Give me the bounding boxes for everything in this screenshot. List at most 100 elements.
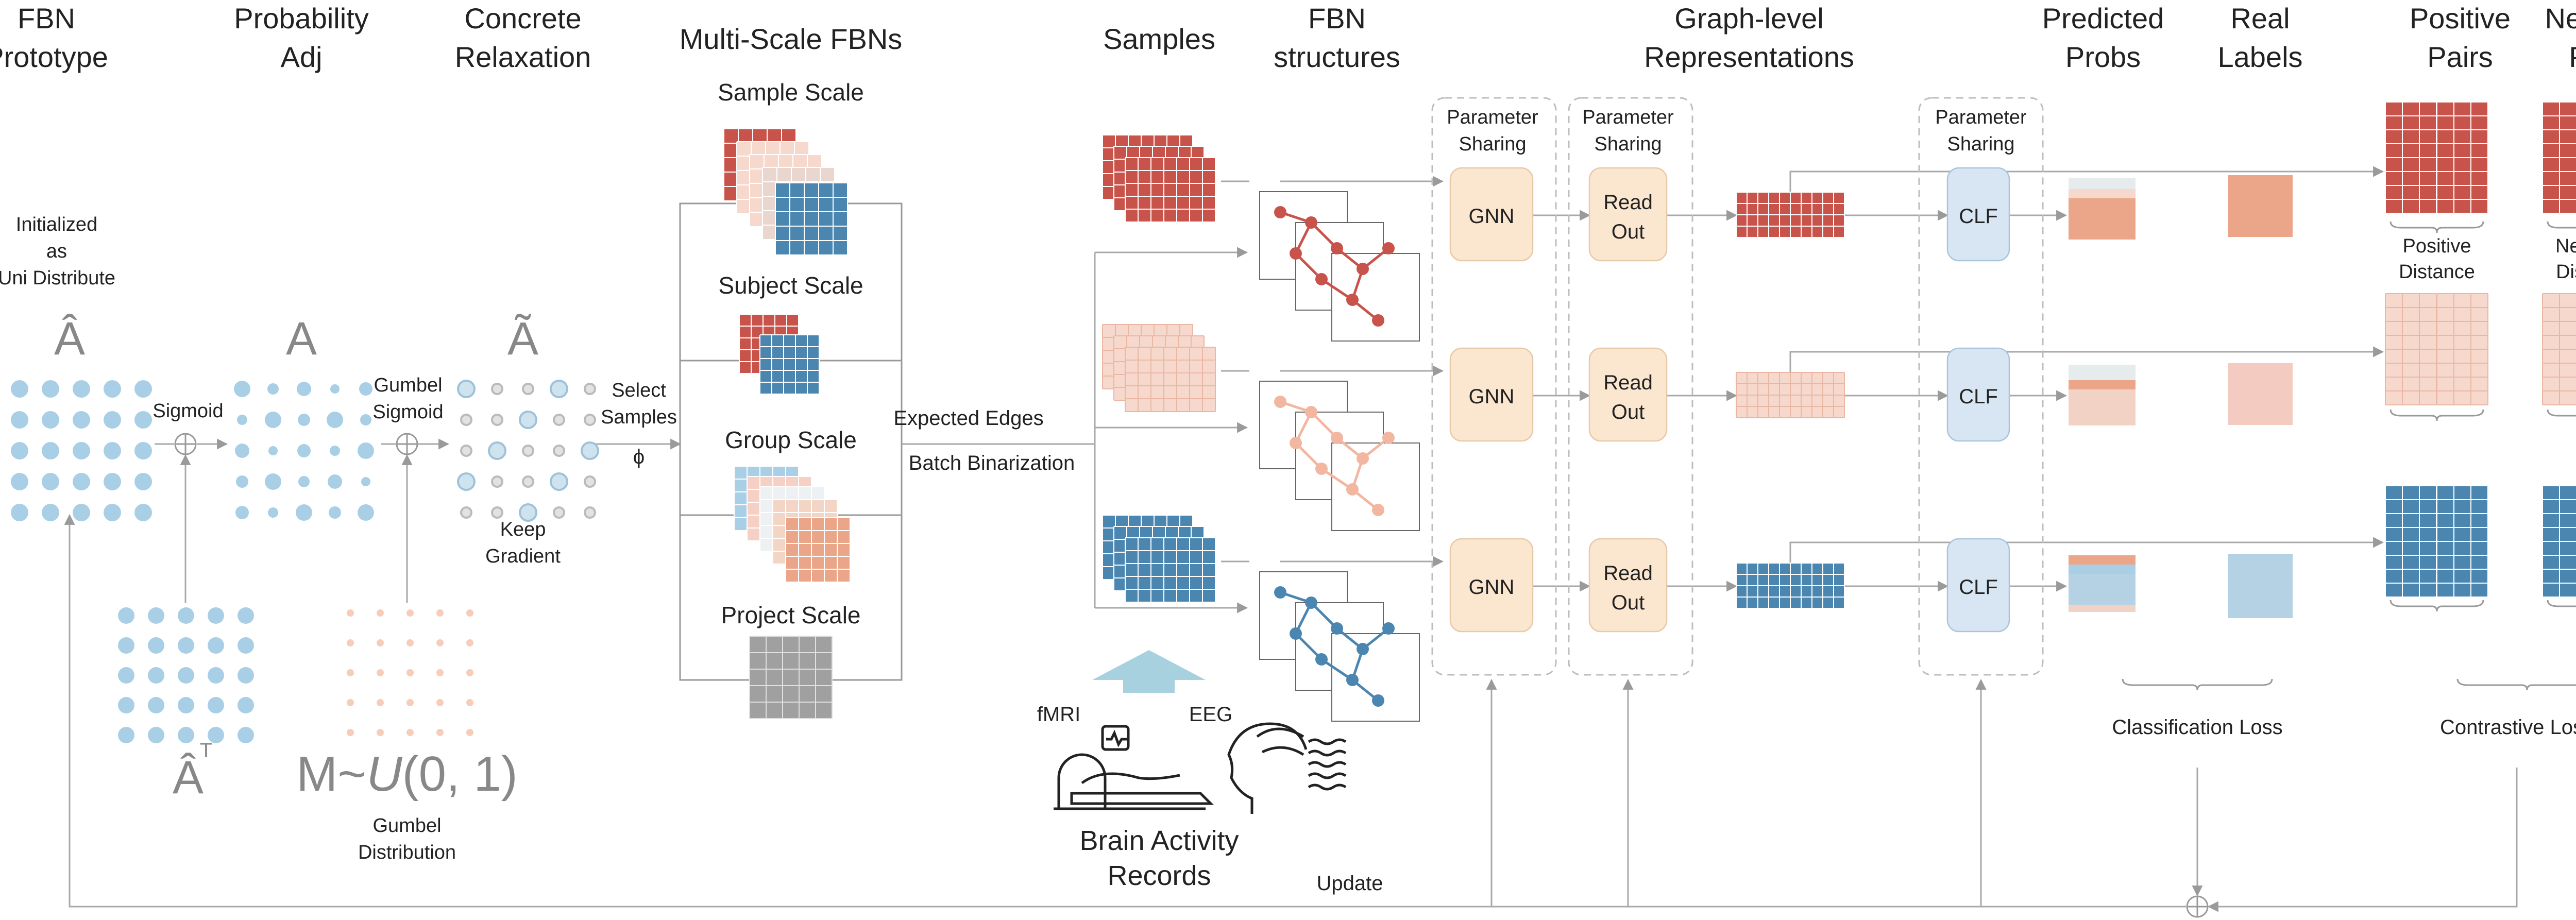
graph-node bbox=[1274, 206, 1286, 218]
matrix-dot bbox=[297, 382, 311, 396]
matrix-dot bbox=[347, 699, 354, 706]
param-sharing-clf: Parameter bbox=[1935, 107, 2027, 128]
matrix-dot bbox=[358, 504, 374, 521]
project-scale-matrix bbox=[749, 636, 833, 719]
fbn-graph-red bbox=[1259, 191, 1420, 342]
neg-pair-red bbox=[2542, 101, 2576, 214]
initialized-label: Uni Distribute bbox=[0, 267, 115, 289]
classification-loss-label: Classification Loss bbox=[2112, 716, 2282, 739]
transpose-dots bbox=[118, 607, 254, 743]
matrix-dot bbox=[178, 667, 194, 684]
gnn-box bbox=[1449, 347, 1534, 442]
matrix-dot bbox=[522, 383, 534, 395]
matrix-dot bbox=[238, 667, 254, 684]
matrix-dot bbox=[238, 727, 254, 743]
clf-box bbox=[1946, 538, 2010, 633]
prob-segment bbox=[2069, 565, 2136, 574]
matrix-dot bbox=[347, 729, 354, 736]
matrix-dot bbox=[238, 607, 254, 624]
a-symbol: A bbox=[286, 313, 317, 365]
contrastive-brace bbox=[2456, 678, 2576, 691]
ecg-line bbox=[1106, 729, 1127, 747]
matrix-dot bbox=[235, 506, 249, 519]
graph-node bbox=[1372, 504, 1384, 516]
graph-node bbox=[1315, 653, 1328, 666]
matrix-dot bbox=[406, 639, 414, 646]
big-up-arrow bbox=[1092, 650, 1206, 693]
negative-distance-brace bbox=[2547, 221, 2576, 229]
positive-distance-label: Positive bbox=[2402, 235, 2471, 257]
matrix-dot bbox=[584, 506, 596, 519]
matrix-dot bbox=[235, 444, 249, 458]
prob-segment bbox=[2069, 574, 2136, 605]
gnn-label: GNN bbox=[1469, 385, 1515, 408]
matrix-dot bbox=[519, 503, 537, 522]
negative-distance-label: Distance bbox=[2556, 261, 2576, 283]
graph-rep-pink bbox=[1736, 372, 1845, 418]
graph-edge bbox=[1320, 658, 1353, 682]
graph-card bbox=[1331, 253, 1420, 342]
eeg-wave bbox=[1308, 761, 1347, 768]
matrix-dot bbox=[460, 414, 472, 426]
real-label-pink bbox=[2228, 363, 2293, 425]
matrix-dot bbox=[406, 729, 414, 736]
pos-pair-blue bbox=[2436, 485, 2488, 598]
matrix-dot bbox=[208, 697, 224, 713]
gumbel-noise-dots bbox=[347, 609, 473, 736]
matrix-dot bbox=[238, 697, 254, 713]
matrix-dot bbox=[347, 639, 354, 646]
matrix-dot bbox=[208, 607, 224, 624]
matrix-dot bbox=[377, 669, 384, 676]
neg-pair-blue2 bbox=[2542, 485, 2576, 598]
records-label: Records bbox=[1107, 860, 1211, 891]
graph-card bbox=[1331, 633, 1420, 722]
matrix-dot bbox=[377, 729, 384, 736]
a-hat-symbol: Â bbox=[54, 313, 85, 365]
graph-node bbox=[1331, 242, 1343, 254]
matrix-dot bbox=[406, 699, 414, 706]
matrix-dot bbox=[268, 446, 278, 455]
select-label: Select bbox=[612, 380, 666, 401]
readout-label: Read bbox=[1603, 371, 1653, 394]
matrix-dot bbox=[406, 609, 414, 617]
matrix-fill bbox=[760, 335, 819, 394]
matrix-dot bbox=[436, 729, 444, 736]
pos-pair-pink bbox=[2385, 293, 2437, 405]
subject-scale-label: Subject Scale bbox=[718, 272, 863, 299]
matrix-dot bbox=[73, 442, 90, 459]
brain-activity-label: Brain Activity bbox=[1079, 825, 1239, 856]
prob-segment bbox=[2069, 189, 2136, 198]
matrix-dot bbox=[11, 380, 28, 398]
matrix-dot bbox=[178, 607, 194, 624]
upload-arrow-icon bbox=[1092, 650, 1206, 693]
readout-label: Read bbox=[1603, 191, 1653, 214]
graph-rep-blue bbox=[1736, 563, 1845, 609]
matrix-dot bbox=[296, 504, 312, 521]
matrix-dot bbox=[238, 637, 254, 654]
matrix-dot bbox=[550, 380, 568, 398]
readout-box bbox=[1588, 347, 1668, 442]
relaxation-dots bbox=[457, 380, 599, 522]
header-pos-pairs: Pairs bbox=[2427, 41, 2493, 73]
matrix-dot bbox=[330, 446, 340, 456]
graph-node bbox=[1357, 643, 1369, 655]
header-fbn: FBN bbox=[18, 2, 75, 35]
matrix-dot bbox=[457, 472, 476, 491]
gumbel-dist-label: Gumbel bbox=[372, 815, 441, 837]
matrix-dot bbox=[178, 637, 194, 654]
eeg-head-icon bbox=[1227, 722, 1347, 814]
matrix-dot bbox=[491, 506, 503, 519]
group-scale-label: Group Scale bbox=[725, 427, 857, 453]
clf-label: CLF bbox=[1959, 205, 1998, 228]
pred-prob-pink bbox=[2069, 365, 2136, 425]
matrix-dot bbox=[73, 411, 90, 429]
matrix-dot bbox=[436, 669, 444, 676]
header-negative: Negative bbox=[2545, 2, 2576, 35]
samples-label: Samples bbox=[601, 406, 677, 428]
graph-node bbox=[1346, 674, 1359, 686]
matrix-dot bbox=[234, 381, 250, 397]
matrix-dot bbox=[236, 475, 248, 488]
matrix-dot bbox=[466, 729, 473, 736]
electrode-lines bbox=[1256, 727, 1304, 756]
initialized-label: as bbox=[46, 241, 67, 262]
